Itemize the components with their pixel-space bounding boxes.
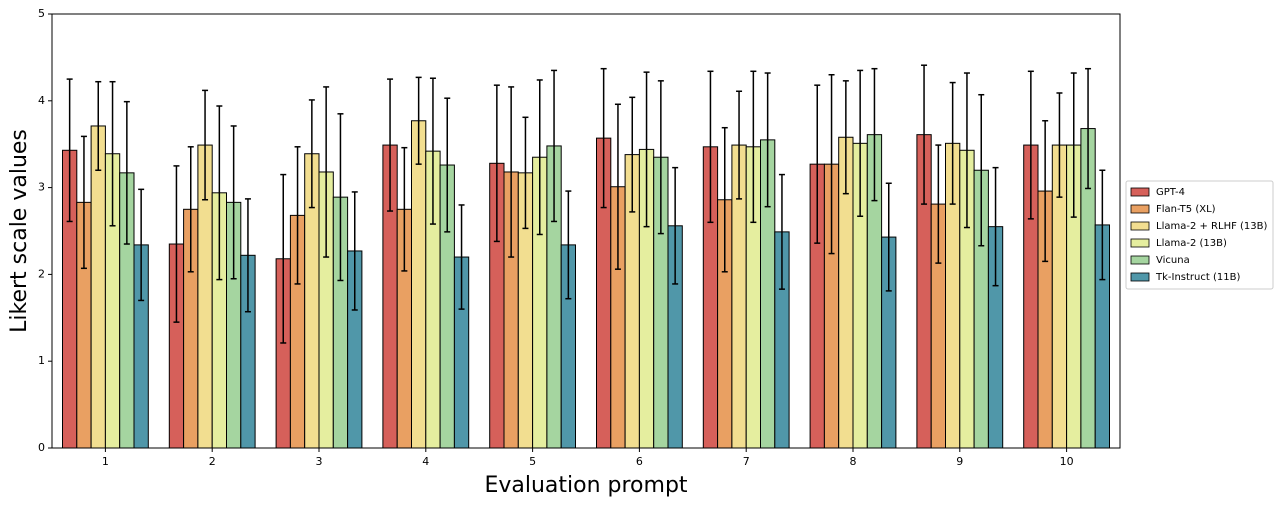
error-bar [778,173,785,290]
error-bar [429,77,436,225]
legend-label: Llama-2 (13B) [1156,238,1227,249]
error-bar [308,99,315,209]
error-bar [814,84,821,244]
error-bar [294,146,301,285]
error-bar [721,126,728,273]
plot-frame [51,13,1121,449]
error-bar [415,76,422,165]
y-tick-label: 2 [38,267,45,280]
error-bar [351,191,358,311]
y-tick-label: 1 [38,354,45,367]
error-bar [444,97,451,233]
y-tick-label: 5 [38,7,45,20]
error-bar [493,84,500,243]
error-bar [736,90,743,200]
y-tick-label: 4 [38,94,45,107]
y-axis-label: Likert scale values [7,129,32,333]
error-bar [629,96,636,213]
error-bar [992,166,999,287]
error-bar [1056,92,1063,198]
error-bar [857,69,864,217]
error-bar [173,165,180,323]
error-bar [935,144,942,264]
legend-swatch [1130,187,1150,197]
error-bar [764,72,771,208]
error-bar [1070,72,1077,218]
error-bar [1027,70,1034,220]
error-bar [614,103,621,270]
error-bar [978,93,985,247]
bar [411,120,427,449]
error-bar [536,79,543,236]
bar [90,125,106,449]
x-tick-label: 2 [209,455,216,468]
x-axis-label: Evaluation prompt [484,473,687,498]
error-bar [871,67,878,202]
error-bar [95,80,102,171]
x-tick-label: 7 [743,455,750,468]
error-bar [565,190,572,300]
legend-label: GPT-4 [1156,187,1185,198]
error-bar [1099,169,1106,281]
x-tick-label: 1 [102,455,109,468]
legend-swatch [1130,255,1150,265]
error-bar [672,166,679,285]
legend-swatch [1130,238,1150,248]
error-bar [600,67,607,209]
error-bar [323,86,330,258]
legend-label: Vicuna [1156,255,1190,266]
x-tick-label: 3 [316,455,323,468]
legend-swatch [1130,272,1150,282]
error-bar [401,146,408,272]
error-bar [885,182,892,292]
x-tick-label: 10 [1060,455,1074,468]
error-bar [949,81,956,205]
y-tick-label: 0 [38,441,45,454]
x-tick-label: 5 [529,455,536,468]
error-bar [280,173,287,344]
error-bar [202,89,209,201]
legend-label: Llama-2 + RLHF (13B) [1156,221,1268,232]
legend-frame [1125,180,1274,290]
error-bar [842,80,849,195]
x-tick-label: 4 [422,455,429,468]
legend-swatch [1130,221,1150,231]
error-bar [109,80,116,227]
error-bar [921,64,928,205]
error-bar [387,78,394,212]
error-bar [1085,67,1092,190]
legend-label: Flan-T5 (XL) [1156,204,1216,215]
error-bar [522,116,529,230]
error-bar [707,70,714,224]
error-bar [216,105,223,281]
error-bar [230,125,237,280]
error-bar [750,70,757,224]
error-bar [458,204,465,310]
error-bar [66,78,73,223]
error-bar [1042,120,1049,263]
error-bar [508,86,515,258]
error-bar [828,74,835,255]
error-bar [337,113,344,282]
error-bar [643,71,650,228]
error-bar [80,135,87,270]
legend-swatch [1130,204,1150,214]
y-tick-label: 3 [38,181,45,194]
error-bar [551,69,558,223]
x-tick-label: 8 [850,455,857,468]
x-tick-label: 9 [956,455,963,468]
legend-label: Tk-Instruct (11B) [1155,272,1240,283]
error-bar [963,72,970,229]
error-bar [244,198,251,313]
error-bar [657,80,664,235]
error-bar [138,188,145,302]
error-bar [123,100,130,245]
error-bar [187,146,194,273]
x-tick-label: 6 [636,455,643,468]
